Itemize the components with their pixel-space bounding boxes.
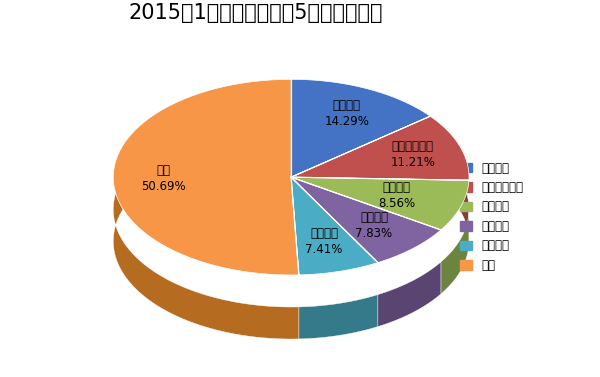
Polygon shape xyxy=(291,177,469,230)
Polygon shape xyxy=(291,79,430,177)
Title: 2015年1月商用车销量前5企业市场份额: 2015年1月商用车销量前5企业市场份额 xyxy=(128,3,383,23)
Text: 东风汽车公司
11.21%: 东风汽车公司 11.21% xyxy=(390,141,435,170)
Polygon shape xyxy=(291,177,441,263)
Polygon shape xyxy=(299,294,378,339)
Polygon shape xyxy=(378,262,441,326)
Polygon shape xyxy=(291,111,430,180)
Polygon shape xyxy=(113,79,299,275)
Text: 北汽福田
14.29%: 北汽福田 14.29% xyxy=(324,99,369,128)
Polygon shape xyxy=(113,111,299,339)
Text: 安徽江淮
7.83%: 安徽江淮 7.83% xyxy=(355,211,392,240)
Text: 江铃控股
8.56%: 江铃控股 8.56% xyxy=(378,181,415,210)
Polygon shape xyxy=(441,212,469,294)
Polygon shape xyxy=(291,177,378,275)
Legend: 北汽福田, 东风汽车公司, 江铃控股, 安徽江淮, 金杯汽车, 其他: 北汽福田, 东风汽车公司, 江铃控股, 安徽江淮, 金杯汽车, 其他 xyxy=(460,161,524,272)
Polygon shape xyxy=(291,116,469,180)
Text: 其他
50.69%: 其他 50.69% xyxy=(141,164,185,193)
Text: 金杯汽车
7.41%: 金杯汽车 7.41% xyxy=(305,227,343,256)
Polygon shape xyxy=(430,148,469,244)
